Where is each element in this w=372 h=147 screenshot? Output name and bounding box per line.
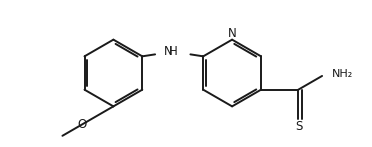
Text: N: N: [228, 27, 237, 40]
Text: O: O: [78, 118, 87, 131]
Text: NH₂: NH₂: [332, 69, 353, 79]
Text: N: N: [163, 45, 172, 58]
Text: S: S: [296, 121, 303, 133]
Text: H: H: [169, 45, 177, 58]
